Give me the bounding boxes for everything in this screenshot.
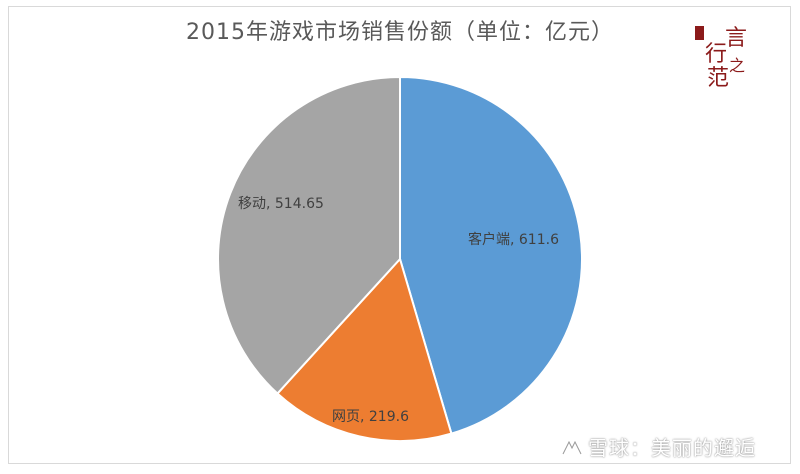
pie-slice-0 [399, 75, 583, 435]
logo-char-4: 范 [707, 66, 730, 91]
slice-data-label-2: 移动, 514.65 [238, 196, 324, 212]
watermark-logo-icon [561, 438, 583, 455]
chart-title: 2015年游戏市场销售份额（单位：亿元） [186, 20, 614, 45]
slice-data-label-1: 网页, 219.6 [332, 409, 409, 425]
logo-char-2: 行 [705, 42, 728, 67]
slice-data-label-0: 客户端, 611.6 [468, 231, 559, 248]
logo-char-3: 之 [729, 56, 746, 75]
pie-slice-2 [217, 75, 401, 395]
pie-slice-1 [276, 257, 453, 442]
logo-char-1: 言 [725, 26, 748, 51]
logo: 言 行 之 范 [695, 18, 755, 91]
watermark-text: 雪球：美丽的邂逅 [588, 436, 756, 460]
seal-mark [695, 26, 704, 40]
